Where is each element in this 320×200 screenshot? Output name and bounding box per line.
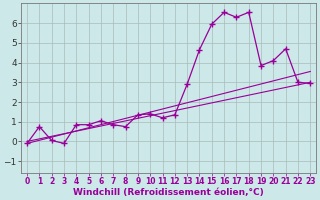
X-axis label: Windchill (Refroidissement éolien,°C): Windchill (Refroidissement éolien,°C) — [73, 188, 264, 197]
